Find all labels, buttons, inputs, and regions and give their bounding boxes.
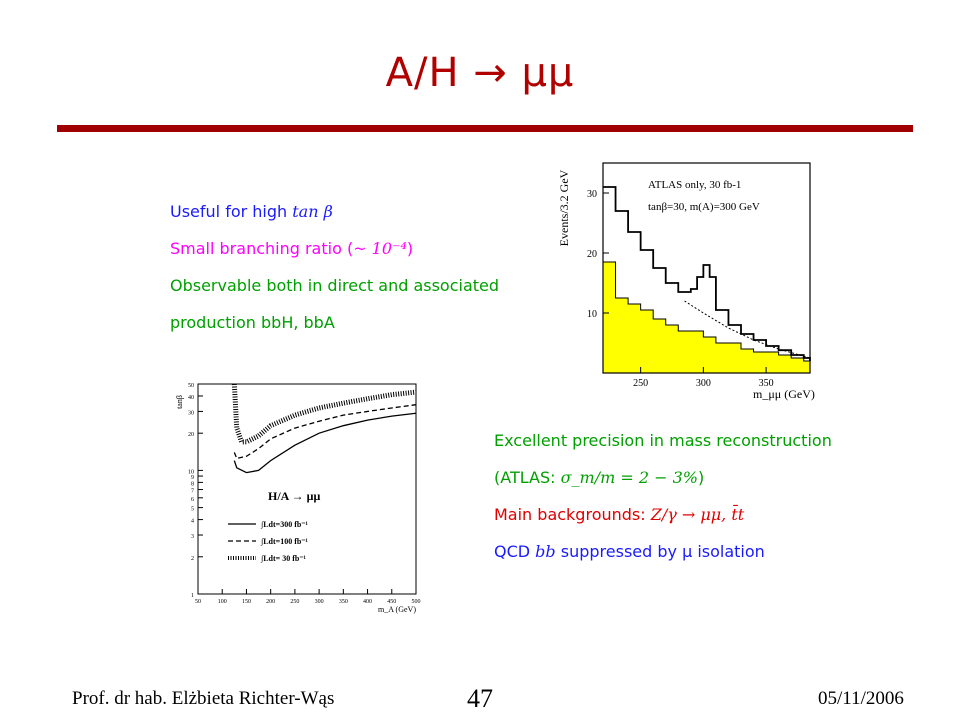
slide-title: A/H → μμ bbox=[385, 50, 575, 96]
bullets-top: Useful for high tan β Small branching ra… bbox=[170, 193, 499, 341]
x-tick-label: 400 bbox=[363, 599, 372, 605]
y-tick-label: 6 bbox=[191, 497, 194, 503]
x-axis-label: m_A (GeV) bbox=[378, 605, 416, 614]
reach-curve-2 bbox=[233, 404, 417, 460]
bullet-6: (ATLAS: σ_m/m = 2 − 3%) bbox=[494, 468, 705, 487]
annotation-line-2: tanβ=30, m(A)=300 GeV bbox=[648, 201, 760, 213]
x-tick-label: 450 bbox=[387, 599, 396, 605]
y-tick-label: 40 bbox=[188, 395, 194, 401]
bullet-1: Useful for high tan β bbox=[170, 202, 333, 221]
mass-histogram-chart: 10 20 30 250 300 350 Events/3.2 GeV m_μμ (GeV) A… bbox=[557, 162, 815, 401]
background-histogram bbox=[602, 261, 811, 374]
y-axis-label: tanβ bbox=[175, 395, 184, 409]
bullet-3: Observable both in direct and associated bbox=[170, 276, 500, 295]
y-tick-label: 30 bbox=[188, 410, 194, 416]
y-tick-label: 8 bbox=[191, 481, 194, 487]
y-tick-label: 20 bbox=[587, 249, 597, 260]
x-tick-label: 300 bbox=[696, 378, 711, 389]
bullet-2: Small branching ratio (~ 10⁻⁴) bbox=[170, 239, 414, 258]
reach-curve-3 bbox=[231, 383, 417, 445]
exclusion-frame bbox=[197, 383, 417, 595]
x-tick-label: 300 bbox=[315, 599, 324, 605]
reach-curve-1 bbox=[233, 412, 417, 474]
y-tick-label: 2 bbox=[191, 556, 194, 562]
histogram-frame bbox=[602, 162, 811, 374]
legend-label: ∫Ldt=100 fb⁻¹ bbox=[260, 537, 309, 546]
page-number: 47 bbox=[467, 684, 493, 713]
legend-label: ∫Ldt=300 fb⁻¹ bbox=[260, 520, 309, 529]
x-tick-label: 350 bbox=[339, 599, 348, 605]
y-tick-label: 9 bbox=[191, 475, 194, 481]
bullets-bottom: Excellent precision in mass reconstructi… bbox=[494, 422, 832, 570]
x-tick-label: 350 bbox=[759, 378, 774, 389]
x-tick-label: 150 bbox=[242, 599, 251, 605]
y-tick-label: 10 bbox=[587, 309, 597, 320]
y-tick-label: 20 bbox=[188, 432, 194, 438]
bullet-4: production bbH, bbA bbox=[170, 313, 335, 332]
footer-author: Prof. dr hab. Elżbieta Richter-Wąs bbox=[72, 688, 335, 709]
x-axis-label: m_μμ (GeV) bbox=[753, 387, 815, 401]
x-tick-label: 200 bbox=[266, 599, 275, 605]
y-tick-label: 30 bbox=[587, 189, 597, 200]
x-tick-label: 250 bbox=[633, 378, 648, 389]
y-tick-label: 3 bbox=[191, 534, 194, 540]
bullet-7: Main backgrounds: Z/γ → μμ, t̄t bbox=[494, 505, 745, 524]
x-tick-label: 50 bbox=[195, 599, 201, 605]
y-tick-label: 10 bbox=[188, 469, 194, 475]
y-tick-label: 4 bbox=[191, 519, 194, 525]
bullet-5: Excellent precision in mass reconstructi… bbox=[494, 431, 832, 450]
inset-title: H/A → μμ bbox=[268, 489, 320, 503]
legend-label: ∫Ldt= 30 fb⁻¹ bbox=[260, 554, 307, 563]
x-tick-label: 100 bbox=[218, 599, 227, 605]
title-divider bbox=[57, 125, 913, 132]
y-tick-label: 5 bbox=[191, 507, 194, 513]
y-axis-label: Events/3.2 GeV bbox=[557, 169, 571, 246]
footer-date: 05/11/2006 bbox=[818, 688, 904, 709]
annotation-line-1: ATLAS only, 30 fb-1 bbox=[648, 179, 741, 191]
y-tick-label: 7 bbox=[191, 489, 194, 495]
x-tick-label: 250 bbox=[290, 599, 299, 605]
y-tick-label: 50 bbox=[188, 383, 194, 389]
background-fit-line bbox=[684, 300, 811, 359]
x-tick-label: 500 bbox=[412, 599, 421, 605]
y-tick-label: 1 bbox=[191, 593, 194, 599]
bullet-8: QCD bb suppressed by μ isolation bbox=[494, 542, 765, 561]
